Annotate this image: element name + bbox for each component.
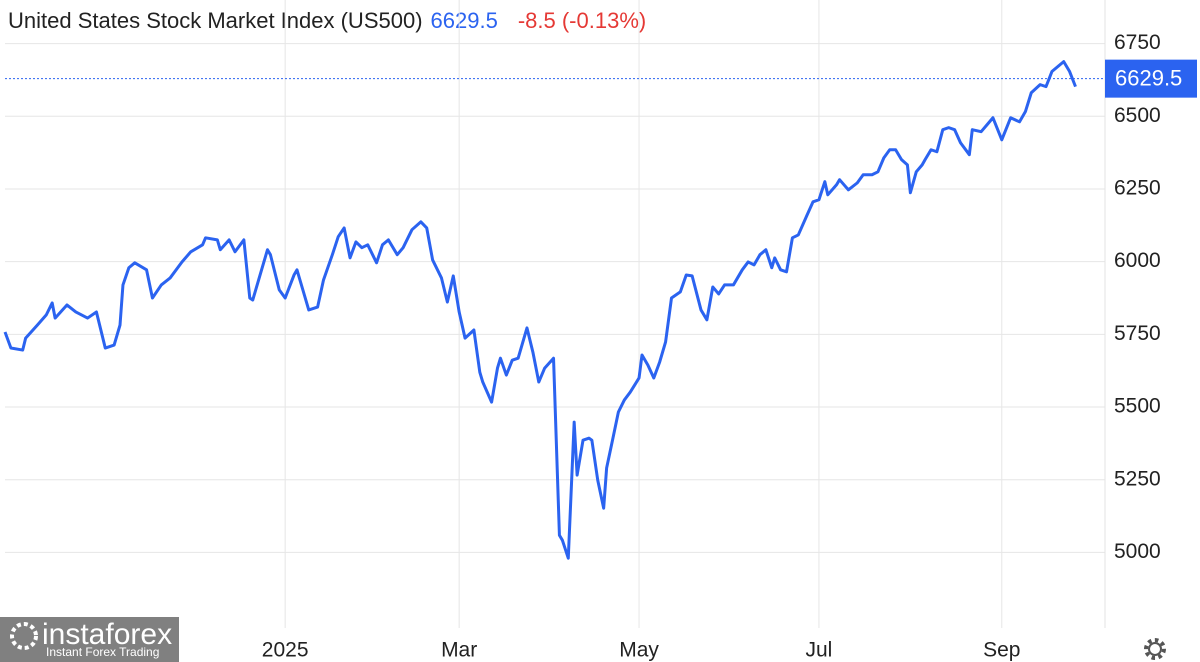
price-line xyxy=(3,60,1077,560)
title-last-value: 6629.5 xyxy=(431,8,498,33)
last-value-tag xyxy=(1105,59,1197,98)
gear-ring xyxy=(1148,642,1162,656)
y-tick-label: 6750 xyxy=(1114,31,1161,54)
y-tick-label: 5750 xyxy=(1114,322,1161,345)
y-tick-label: 6000 xyxy=(1114,249,1161,272)
plot xyxy=(3,60,1105,560)
watermark-tagline: Instant Forex Trading xyxy=(46,645,159,659)
title-change: -8.5 (-0.13%) xyxy=(518,8,646,33)
watermark-logo xyxy=(10,622,38,650)
x-tick-label: Jul xyxy=(806,639,833,662)
grid xyxy=(5,0,1105,628)
y-tick-label: 5250 xyxy=(1114,467,1161,490)
watermark-brand: instaforex xyxy=(42,618,172,651)
x-tick-label: 2025 xyxy=(262,639,309,662)
watermark: instaforex Instant Forex Trading xyxy=(0,617,179,662)
last-value-label: 6629.5 xyxy=(1115,65,1182,90)
watermark-bg xyxy=(0,617,179,662)
y-tick-label: 6500 xyxy=(1114,104,1161,127)
title-text: United States Stock Market Index (US500) xyxy=(8,8,423,33)
settings-icon[interactable] xyxy=(1144,638,1166,660)
x-tick-label: Mar xyxy=(441,639,477,662)
chart-title: United States Stock Market Index (US500)… xyxy=(8,8,646,33)
y-tick-label: 6250 xyxy=(1114,177,1161,200)
gear-teeth xyxy=(1144,638,1166,660)
x-tick-label: May xyxy=(619,639,659,662)
x-tick-label: Sep xyxy=(983,639,1020,662)
y-tick-label: 5500 xyxy=(1114,395,1161,418)
y-tick-label: 5000 xyxy=(1114,540,1161,563)
